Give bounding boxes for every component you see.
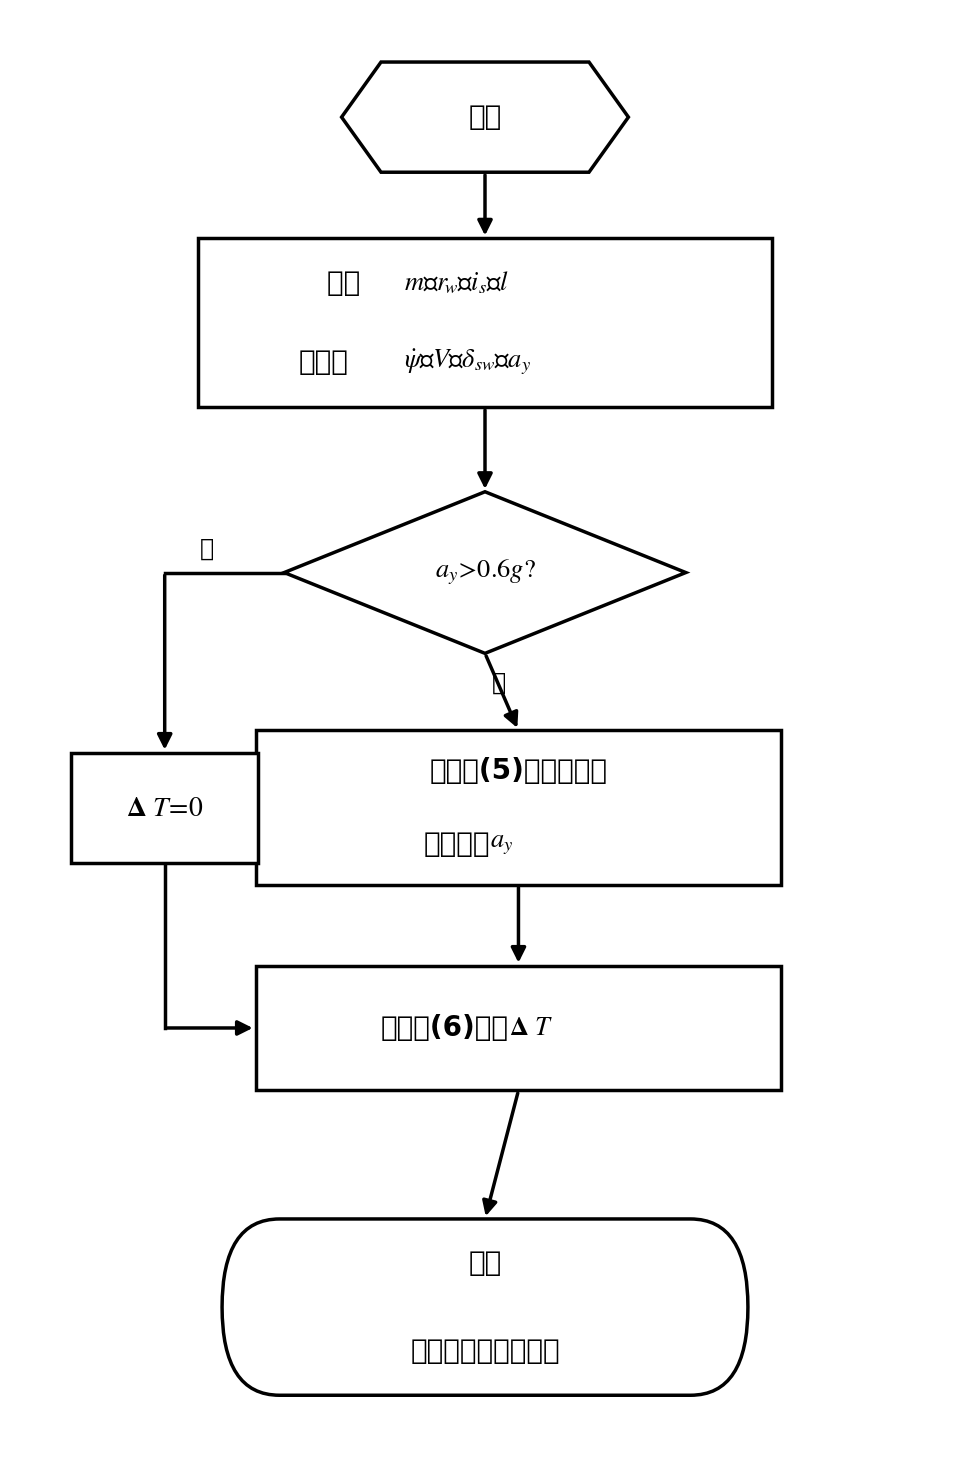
Bar (255, 731, 781, 885)
Text: 否: 否 (492, 670, 506, 696)
Text: 是: 是 (200, 537, 213, 561)
Text: 根据式(6)计算: 根据式(6)计算 (381, 1014, 509, 1043)
Text: 进入纵向力控制流程: 进入纵向力控制流程 (410, 1338, 559, 1366)
Text: $\mathbf{\Delta}\ T$: $\mathbf{\Delta}\ T$ (509, 1014, 552, 1041)
Text: 开始: 开始 (468, 104, 501, 131)
Bar (198, 239, 771, 408)
Text: 根据式(5)计算理想侧: 根据式(5)计算理想侧 (429, 756, 607, 785)
Text: $a_y$: $a_y$ (489, 832, 513, 857)
Text: $m$、$r_{\!w}$、$i_s$、$l$: $m$、$r_{\!w}$、$i_s$、$l$ (403, 270, 509, 297)
Text: $a_y\!>\!0.6g?$: $a_y\!>\!0.6g?$ (434, 558, 535, 587)
Text: 向加速度: 向加速度 (422, 830, 489, 859)
Bar (255, 965, 781, 1090)
Polygon shape (284, 492, 685, 654)
Text: 调取: 调取 (327, 268, 370, 297)
Polygon shape (341, 62, 628, 172)
Text: $\mathbf{\Delta}\ T\!=\!0$: $\mathbf{\Delta}\ T\!=\!0$ (126, 793, 203, 822)
Text: 并读取: 并读取 (298, 349, 348, 377)
Text: 结束: 结束 (468, 1249, 501, 1277)
FancyBboxPatch shape (222, 1219, 747, 1396)
Bar (72, 752, 258, 863)
Text: $\dot{\psi}$、$V$、$\delta_{sw}$、$a_y$: $\dot{\psi}$、$V$、$\delta_{sw}$、$a_y$ (403, 347, 530, 377)
